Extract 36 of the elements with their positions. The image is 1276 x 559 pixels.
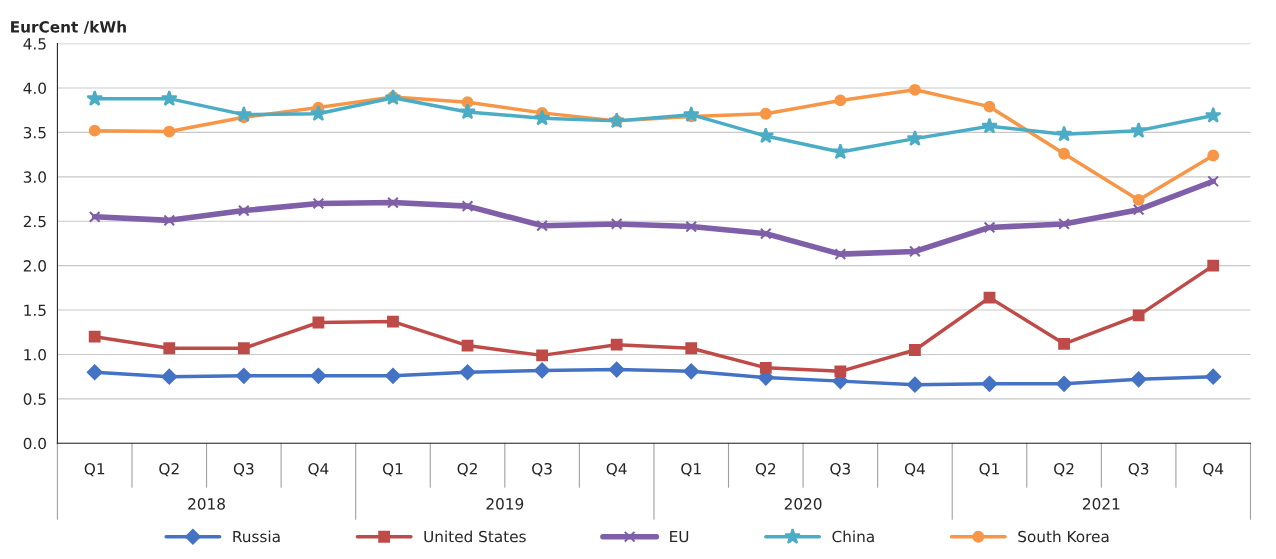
x-tick-label: Q3 xyxy=(1128,463,1149,477)
y-tick-label: 4.5 xyxy=(23,38,46,50)
x-tick-label: Q3 xyxy=(532,463,552,477)
text: 2019 xyxy=(486,498,524,510)
y-tick-label: 1.5 xyxy=(24,304,46,317)
y-tick-label: 2.0 xyxy=(23,260,46,272)
x-tick-label: Q1 xyxy=(979,463,999,477)
text: 2018 xyxy=(188,498,225,510)
x-tick-label: Q4 xyxy=(308,463,329,477)
x-tick-label: Q1 xyxy=(681,463,701,477)
x-tick-label: Q3 xyxy=(233,463,254,477)
y-tick-label: 2.5 xyxy=(23,215,46,228)
y-tick-label: 4.0 xyxy=(23,82,46,95)
legend-label: China xyxy=(832,530,874,543)
legend-label: Russia xyxy=(233,530,280,543)
x-tick-label: Q3 xyxy=(830,463,851,477)
x-tick-label: Q4 xyxy=(1203,463,1224,477)
y-tick-label: 0.5 xyxy=(23,393,46,405)
y-axis-title: EurCent /kWh xyxy=(11,20,126,34)
x-tick-label: Q2 xyxy=(457,463,477,477)
y-tick-label: 3.5 xyxy=(23,126,46,139)
x-tick-label: Q1 xyxy=(84,463,105,477)
x-tick-label: Q4 xyxy=(606,463,627,477)
x-tick-label: Q2 xyxy=(1054,463,1074,477)
x-tick-label: Q2 xyxy=(755,463,776,477)
legend-label: United States xyxy=(424,530,526,543)
y-tick-label: 0.0 xyxy=(23,437,46,450)
x-tick-label: Q2 xyxy=(159,463,179,477)
y-tick-label: 1.0 xyxy=(24,348,46,361)
y-tick-label: 3.0 xyxy=(23,171,46,183)
text: 2021 xyxy=(1083,498,1120,510)
legend-label: EU xyxy=(670,530,689,543)
text: 2020 xyxy=(784,498,822,510)
legend-label: South Korea xyxy=(1018,530,1109,543)
x-tick-label: Q1 xyxy=(382,463,403,477)
x-tick-label: Q4 xyxy=(904,463,925,477)
